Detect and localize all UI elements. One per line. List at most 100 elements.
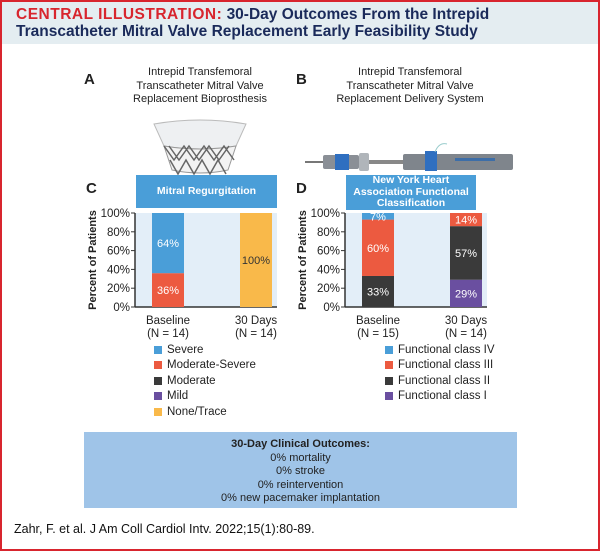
bar-segment xyxy=(152,273,184,307)
outcome-item: 0% mortality xyxy=(270,451,331,464)
data-label: 60% xyxy=(367,243,389,255)
chart-c-legend: Severe Moderate-Severe Moderate Mild None/Tr… xyxy=(154,342,256,420)
clinical-outcomes-box: 30-Day Clinical Outcomes: 0% mortality 0… xyxy=(84,432,517,508)
chart-d-title-line: Association Functional xyxy=(353,185,469,198)
panel-a-letter: A xyxy=(84,71,95,88)
chart-d-title-line: Classification xyxy=(376,197,446,210)
legend-swatch xyxy=(154,376,162,385)
chart-c: 0%20%40%60%80%100%Percent of Patients 36%… xyxy=(87,208,277,340)
bar-segment xyxy=(362,213,394,220)
legend-item: Functional class III xyxy=(385,358,495,374)
data-label: 36% xyxy=(157,285,179,297)
panel-a-title-line: Transcatheter Mitral Valve xyxy=(136,79,264,92)
delivery-system-image xyxy=(305,143,513,171)
figure-title: CENTRAL ILLUSTRATION: 30-Day Outcomes Fr… xyxy=(2,2,598,44)
legend-item: Functional class I xyxy=(385,389,495,405)
panel-a-title-line: Intrepid Transfemoral xyxy=(148,66,252,78)
bar-segment xyxy=(362,275,394,307)
chart-c-title: Mitral Regurgitation xyxy=(136,175,277,208)
y-tick-label: 80% xyxy=(317,227,340,239)
y-tick-label: 40% xyxy=(317,264,340,276)
legend-item: Functional class IV xyxy=(385,342,495,358)
legend-swatch xyxy=(385,392,393,401)
category-label: (N = 14) xyxy=(147,328,189,340)
y-tick-label: 0% xyxy=(113,302,130,314)
category-label: 30 Days xyxy=(235,315,277,327)
legend-swatch xyxy=(154,361,162,370)
legend-swatch xyxy=(385,361,393,370)
legend-label: Mild xyxy=(167,390,189,403)
y-tick-label: 20% xyxy=(107,283,130,295)
data-label: 64% xyxy=(157,238,179,250)
data-label: 57% xyxy=(455,248,477,260)
y-axis-label: Percent of Patients xyxy=(297,210,309,310)
legend-item: Moderate xyxy=(154,373,256,389)
outcome-item: 0% stroke xyxy=(276,465,325,477)
outcomes-title: 30-Day Clinical Outcomes: xyxy=(231,438,370,450)
category-label: (N = 14) xyxy=(445,328,487,340)
data-label: 7% xyxy=(370,211,386,223)
data-label: 33% xyxy=(367,286,389,298)
bar-segment xyxy=(450,213,482,227)
data-label: 100% xyxy=(242,255,270,267)
panel-d-letter: D xyxy=(296,180,307,197)
data-label: 14% xyxy=(455,215,477,227)
panel-b-letter: B xyxy=(296,71,307,88)
legend-item: Severe xyxy=(154,342,256,358)
title-prefix: CENTRAL ILLUSTRATION: xyxy=(16,6,223,23)
y-tick-label: 20% xyxy=(317,283,340,295)
panel-b-title-line: Intrepid Transfemoral xyxy=(358,66,462,78)
panel-b-title-line: Replacement Delivery System xyxy=(336,93,484,105)
title-line2: Transcatheter Mitral Valve Replacement E… xyxy=(16,23,478,40)
legend-swatch xyxy=(154,345,162,354)
chart-d-title-line: New York Heart xyxy=(372,174,450,187)
panel-a-title-line: Replacement Bioprosthesis xyxy=(133,93,267,105)
chart-d-legend: Functional class IV Functional class III F… xyxy=(385,342,495,404)
y-tick-label: 0% xyxy=(323,302,340,314)
legend-label: None/Trace xyxy=(167,405,227,418)
legend-swatch xyxy=(154,407,162,416)
y-tick-label: 80% xyxy=(107,227,130,239)
legend-swatch xyxy=(154,392,162,401)
chart-d: 0% 20% 40% 60% 80% 100%Percent of Patients 33%… xyxy=(297,208,487,340)
chart-d-title: New York Heart Association Functional Clas… xyxy=(346,175,476,210)
bar-segment xyxy=(240,213,272,307)
legend-swatch xyxy=(385,376,393,385)
category-label: Baseline xyxy=(146,315,190,327)
valve-bioprosthesis-image xyxy=(153,119,247,176)
panel-b-title: Intrepid Transfemoral Transcatheter Mitr… xyxy=(320,66,500,107)
category-label: Baseline xyxy=(356,315,400,327)
y-tick-label: 100% xyxy=(101,208,130,220)
legend-label: Moderate xyxy=(167,374,216,387)
category-label: (N = 14) xyxy=(235,328,277,340)
y-tick-label: 60% xyxy=(317,246,340,258)
bar-segment xyxy=(450,279,482,307)
legend-item: Mild xyxy=(154,389,256,405)
y-tick-label: 60% xyxy=(107,246,130,258)
legend-item: None/Trace xyxy=(154,404,256,420)
y-tick-label: 40% xyxy=(107,264,130,276)
legend-item: Functional class II xyxy=(385,373,495,389)
category-label: (N = 15) xyxy=(357,328,399,340)
citation: Zahr, F. et al. J Am Coll Cardiol Intv. … xyxy=(14,522,315,536)
panel-a-title: Intrepid Transfemoral Transcatheter Mitr… xyxy=(110,66,290,107)
legend-label: Moderate-Severe xyxy=(167,359,256,372)
y-axis-label: Percent of Patients xyxy=(87,210,99,310)
outcome-item: 0% reintervention xyxy=(257,478,344,491)
legend-label: Severe xyxy=(167,343,204,356)
bar-segment xyxy=(450,226,482,280)
legend-label: Functional class IV xyxy=(398,343,495,356)
data-label: 29% xyxy=(455,288,477,300)
legend-label: Functional class I xyxy=(398,390,487,403)
panel-c-letter: C xyxy=(86,180,97,197)
panel-b-title-line: Transcatheter Mitral Valve xyxy=(346,79,474,92)
legend-item: Moderate-Severe xyxy=(154,358,256,374)
y-tick-label: 100% xyxy=(311,208,340,220)
outcome-item: 0% new pacemaker implantation xyxy=(221,492,380,504)
legend-label: Functional class II xyxy=(398,374,491,387)
bar-segment xyxy=(362,219,394,276)
bar-segment xyxy=(152,213,184,274)
title-line1: 30-Day Outcomes From the Intrepid xyxy=(226,6,490,23)
legend-label: Functional class III xyxy=(398,359,494,372)
